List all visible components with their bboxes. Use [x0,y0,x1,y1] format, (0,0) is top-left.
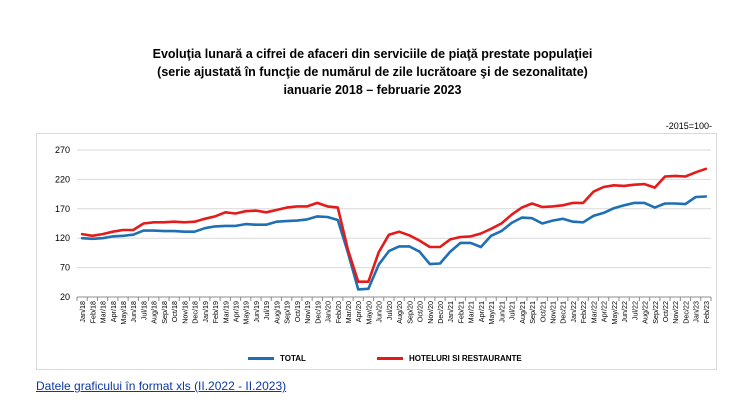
unit-label: -2015=100- [665,121,712,131]
legend-swatch-hoteluri [377,357,403,361]
x-tick-label-50: Mar/22 [589,301,598,323]
x-tick-label-32: Sep/20 [405,301,414,324]
x-tick-label-58: Nov/22 [671,301,680,324]
series-line-total [80,195,708,291]
x-tick-label-48: Jan/22 [569,301,578,323]
x-tick-label-22: Nov/19 [303,301,312,324]
x-tick-label-6: Jul/18 [139,301,148,320]
title-line-1: Evoluţia lunară a cifrei de afaceri din … [152,47,593,61]
xls-data-link[interactable]: Datele graficului în format xls (II.2022… [36,379,287,393]
x-tick-label-38: Mar/21 [467,301,476,323]
x-tick-label-36: Jan/21 [446,301,455,323]
x-tick-label-13: Feb/19 [211,301,220,323]
x-tick-label-49: Feb/22 [579,301,588,323]
x-tick-label-34: Nov/20 [426,301,435,324]
x-tick-label-3: Apr/18 [109,301,118,322]
y-tick-label-170: 170 [55,204,70,214]
x-tick-label-52: May/22 [610,301,619,325]
x-tick-label-21: Oct/19 [293,301,302,322]
x-tick-label-31: Aug/20 [395,301,404,324]
x-tick-label-28: May/20 [364,301,373,325]
x-tick-label-27: Apr/20 [354,301,363,322]
x-tick-label-0: Jan/18 [78,301,87,323]
x-tick-label-47: Dec/21 [559,301,568,324]
y-tick-label-220: 220 [55,174,70,184]
x-tick-label-8: Sep/18 [160,301,169,324]
x-tick-label-7: Aug/18 [150,301,159,324]
x-tick-label-23: Dec/19 [313,301,322,324]
x-tick-label-39: Apr/21 [477,301,486,322]
x-tick-label-10: Nov/18 [180,301,189,324]
x-tick-label-26: Mar/20 [344,301,353,323]
x-tick-label-35: Dec/20 [436,301,445,324]
x-tick-label-41: Jun/21 [497,301,506,323]
x-tick-label-30: Jul/20 [385,301,394,320]
chart-frame [36,133,717,370]
y-tick-label-120: 120 [55,233,70,243]
x-tick-label-37: Feb/21 [456,301,465,323]
x-tick-label-29: Jun/20 [375,301,384,323]
x-tick-label-19: Aug/19 [272,301,281,324]
x-tick-label-9: Oct/18 [170,301,179,322]
chart-title: Evoluţia lunară a cifrei de afaceri din … [0,45,745,99]
x-tick-label-25: Feb/20 [334,301,343,323]
x-tick-label-53: Jun/22 [620,301,629,323]
y-tick-label-20: 20 [60,292,70,302]
x-tick-label-24: Jan/20 [324,301,333,323]
legend-label-total: TOTAL [280,354,306,363]
x-tick-label-20: Sep/19 [283,301,292,324]
x-tick-label-45: Oct/21 [538,301,547,322]
x-tick-label-18: Jul/19 [262,301,271,320]
title-line-2: (serie ajustată în funcţie de numărul de… [157,65,588,79]
x-tick-label-14: Mar/19 [221,301,230,323]
x-tick-label-11: Dec/18 [191,301,200,324]
legend-label-hoteluri: HOTELURI SI RESTAURANTE [409,354,522,363]
x-tick-label-59: Dec/22 [681,301,690,324]
title-line-3: ianuarie 2018 – februarie 2023 [283,83,462,97]
x-tick-label-44: Sep/21 [528,301,537,324]
x-tick-label-43: Aug/21 [518,301,527,324]
legend-item-total: TOTAL [248,354,306,363]
x-tick-label-16: May/19 [242,301,251,325]
x-tick-label-57: Oct/22 [661,301,670,322]
y-tick-label-70: 70 [60,263,70,273]
x-tick-label-4: May/18 [119,301,128,325]
legend-swatch-total [248,357,274,361]
x-tick-label-54: Jul/22 [630,301,639,320]
x-tick-label-2: Mar/18 [99,301,108,323]
x-tick-label-5: Jun/18 [129,301,138,323]
x-tick-label-1: Feb/18 [88,301,97,323]
x-tick-label-61: Feb/23 [702,301,711,323]
x-tick-label-33: Oct/20 [416,301,425,322]
x-tick-label-46: Nov/21 [549,301,558,324]
y-tick-label-270: 270 [55,145,70,155]
x-tick-label-42: Jul/21 [508,301,517,320]
x-tick-label-15: Apr/19 [232,301,241,322]
x-tick-label-40: May/21 [487,301,496,325]
x-tick-label-12: Jan/19 [201,301,210,323]
x-tick-label-55: Aug/22 [641,301,650,324]
legend-item-hoteluri: HOTELURI SI RESTAURANTE [377,354,522,363]
x-tick-label-60: Jan/23 [692,301,701,323]
x-tick-label-17: Jun/19 [252,301,261,323]
x-tick-label-51: Apr/22 [600,301,609,322]
series-line-hoteluri-si-restaurante [80,167,708,284]
x-tick-label-56: Sep/22 [651,301,660,324]
